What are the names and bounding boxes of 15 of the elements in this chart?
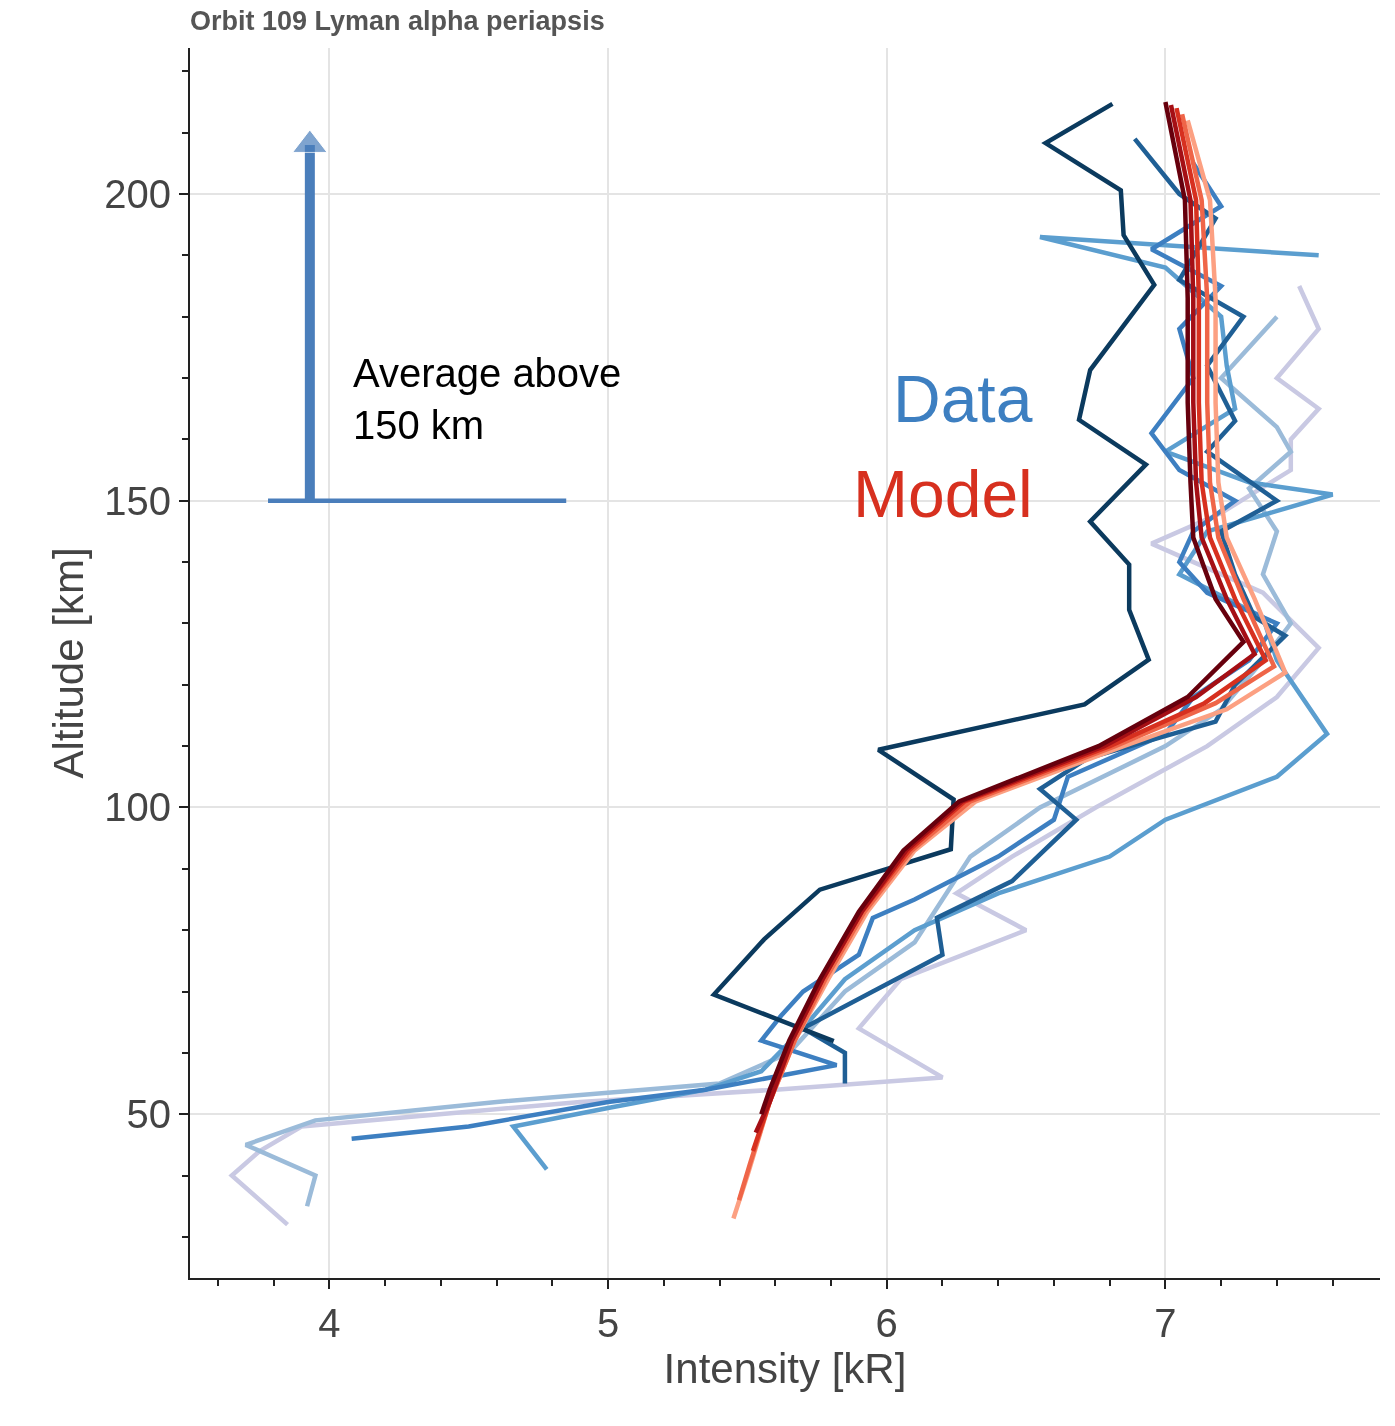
series-label: Data	[893, 362, 1033, 436]
y-tick-label: 150	[104, 478, 171, 523]
text: Model	[853, 457, 1033, 531]
chart-title: Orbit 109 Lyman alpha periapsis	[190, 6, 605, 37]
x-tick-label: 4	[318, 1301, 341, 1345]
x-tick-label: 7	[1154, 1301, 1177, 1345]
x-tick-label: 5	[596, 1301, 620, 1345]
annotation: Average above 150 km	[353, 351, 622, 447]
y-tick-label: 100	[104, 785, 171, 830]
y-axis-title: Altitude [km]	[44, 547, 92, 779]
y-tick-label: 200	[104, 172, 171, 216]
x-axis-title: Intensity [kR]	[663, 1345, 907, 1393]
line-series	[711, 101, 1157, 1044]
y-tick-label: 50	[126, 1092, 171, 1137]
x-tick-label: 6	[875, 1301, 898, 1345]
